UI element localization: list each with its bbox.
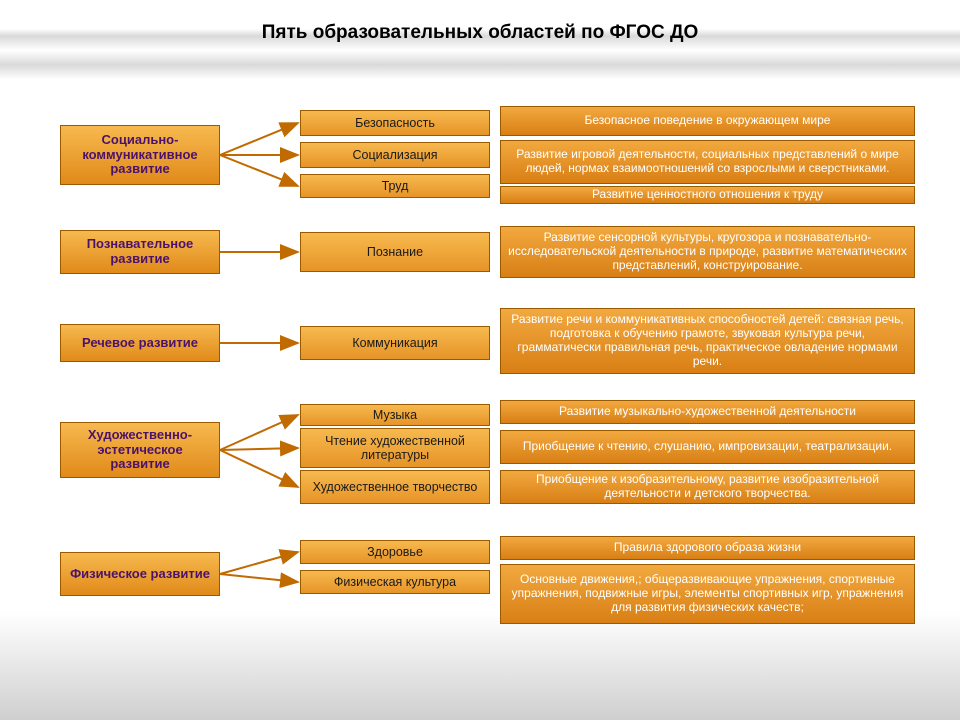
mid-box-1-0: Познание [300,232,490,272]
left-box-3: Художественно-эстетическое развитие [60,422,220,478]
left-box-1: Познавательное развитие [60,230,220,274]
right-box-2-0: Развитие речи и коммуникативных способно… [500,308,915,374]
right-box-4-1: Основные движения,; общеразвивающие упра… [500,564,915,624]
mid-box-4-1: Физическая культура [300,570,490,594]
right-box-0-2: Развитие ценностного отношения к труду [500,186,915,204]
right-box-3-1: Приобщение к чтению, слушанию, импровиза… [500,430,915,464]
mid-box-0-0: Безопасность [300,110,490,136]
right-box-4-0: Правила здорового образа жизни [500,536,915,560]
left-box-2: Речевое развитие [60,324,220,362]
right-box-3-2: Приобщение к изобразительному, развитие … [500,470,915,504]
right-box-0-0: Безопасное поведение в окружающем мире [500,106,915,136]
mid-box-0-1: Социализация [300,142,490,168]
mid-box-4-0: Здоровье [300,540,490,564]
left-box-4: Физическое развитие [60,552,220,596]
diagram-canvas: Социально-коммуникативное развитие Безопа… [0,50,960,710]
left-box-0: Социально-коммуникативное развитие [60,125,220,185]
right-box-1-0: Развитие сенсорной культуры, кругозора и… [500,226,915,278]
mid-box-2-0: Коммуникация [300,326,490,360]
page-title: Пять образовательных областей по ФГОС ДО [0,0,960,50]
right-box-0-1: Развитие игровой деятельности, социальны… [500,140,915,184]
mid-box-0-2: Труд [300,174,490,198]
mid-box-3-2: Художественное творчество [300,470,490,504]
right-box-3-0: Развитие музыкально-художественной деяте… [500,400,915,424]
mid-box-3-0: Музыка [300,404,490,426]
mid-box-3-1: Чтение художественной литературы [300,428,490,468]
